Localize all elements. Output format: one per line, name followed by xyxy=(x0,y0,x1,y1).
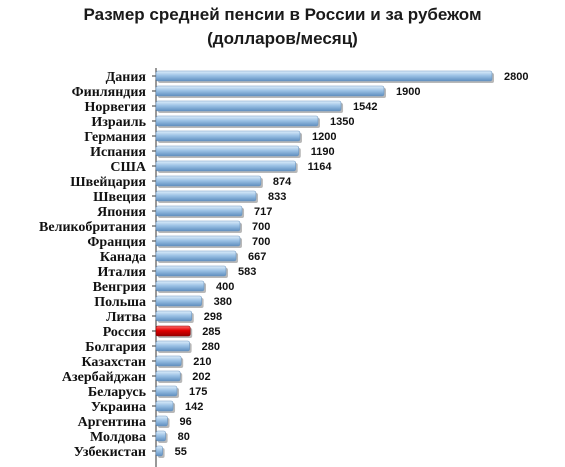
value-label: 583 xyxy=(238,266,256,278)
bar xyxy=(155,235,241,247)
value-label: 1164 xyxy=(308,161,333,173)
value-label: 2800 xyxy=(504,71,528,83)
bar xyxy=(155,355,182,367)
bar xyxy=(155,160,296,172)
category-label: Болгария xyxy=(85,340,146,355)
category-label: Аргентина xyxy=(78,415,146,430)
value-label: 1900 xyxy=(396,86,420,98)
bar xyxy=(155,340,190,352)
bar xyxy=(155,85,385,97)
category-label: Украина xyxy=(91,400,146,415)
bar xyxy=(155,130,301,142)
category-label: Венгрия xyxy=(93,280,147,295)
value-label: 1200 xyxy=(312,131,336,143)
bar xyxy=(155,115,319,127)
bar xyxy=(155,385,178,397)
category-label: Литва xyxy=(106,310,146,325)
category-label: Канада xyxy=(100,250,146,265)
bar xyxy=(155,250,237,262)
value-label: 175 xyxy=(189,386,207,398)
category-label: Италия xyxy=(97,265,146,280)
value-label: 700 xyxy=(252,236,270,248)
value-label: 142 xyxy=(185,401,203,413)
category-label: Швейцария xyxy=(70,175,146,190)
category-label: Россия xyxy=(103,325,147,340)
value-label: 380 xyxy=(214,296,232,308)
category-label: Финляндия xyxy=(72,85,147,100)
bar xyxy=(155,220,241,232)
value-label: 1190 xyxy=(311,146,335,158)
bar xyxy=(155,310,193,322)
category-label: Испания xyxy=(90,145,146,160)
value-label: 400 xyxy=(216,281,234,293)
value-label: 202 xyxy=(192,371,210,383)
chart-title: Размер средней пенсии в России и за рубе… xyxy=(0,3,565,51)
category-label: Узбекистан xyxy=(74,445,146,460)
bar xyxy=(155,70,493,82)
bar xyxy=(155,175,262,187)
value-label: 96 xyxy=(180,416,192,428)
category-label: Великобритания xyxy=(39,220,146,235)
category-label: Япония xyxy=(97,205,146,220)
value-label: 717 xyxy=(254,206,272,218)
chart-title-line2: (долларов/месяц) xyxy=(207,29,358,48)
category-label: Азербайджан xyxy=(62,370,146,385)
value-label: 1350 xyxy=(330,116,354,128)
value-label: 80 xyxy=(178,431,190,443)
value-label: 55 xyxy=(175,446,187,458)
value-label: 1542 xyxy=(353,101,377,113)
bar xyxy=(155,445,163,457)
value-label: 833 xyxy=(268,191,286,203)
bar xyxy=(155,430,166,442)
category-label: Израиль xyxy=(91,115,146,130)
bar xyxy=(155,100,342,112)
category-label: Германия xyxy=(84,130,146,145)
value-label: 285 xyxy=(202,326,220,338)
category-label: Молдова xyxy=(90,430,146,445)
category-label: США xyxy=(110,160,146,175)
bar xyxy=(155,370,181,382)
category-label: Дания xyxy=(106,70,147,85)
chart-title-line1: Размер средней пенсии в России и за рубе… xyxy=(83,5,482,24)
value-label: 667 xyxy=(248,251,266,263)
category-label: Франция xyxy=(87,235,146,250)
value-label: 298 xyxy=(204,311,222,323)
value-label: 210 xyxy=(193,356,211,368)
bar xyxy=(155,400,174,412)
category-label: Польша xyxy=(94,295,146,310)
category-label: Казахстан xyxy=(81,355,146,370)
bar xyxy=(155,205,243,217)
category-label: Швеция xyxy=(93,190,146,205)
category-label: Беларусь xyxy=(88,385,147,400)
bar xyxy=(155,145,300,157)
bar xyxy=(155,295,202,307)
category-label: Норвегия xyxy=(85,100,147,115)
bar xyxy=(155,280,205,292)
bar xyxy=(155,415,168,427)
bar xyxy=(155,265,227,277)
bar xyxy=(155,190,257,202)
value-label: 280 xyxy=(202,341,220,353)
value-label: 700 xyxy=(252,221,270,233)
bar-highlight xyxy=(155,325,191,337)
value-label: 874 xyxy=(273,176,292,188)
